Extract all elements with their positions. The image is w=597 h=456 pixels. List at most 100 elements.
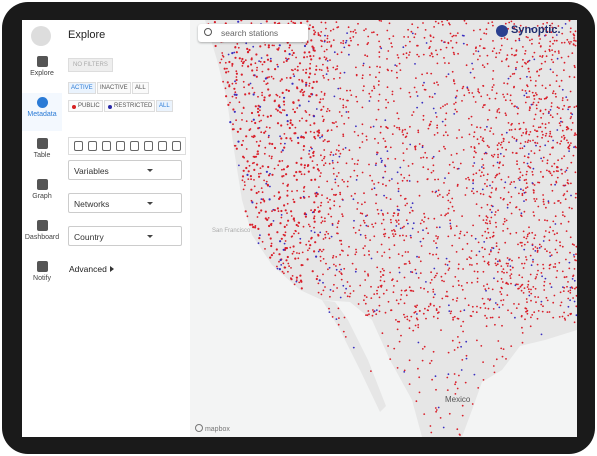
- station-dot: [468, 117, 470, 120]
- logo: Synoptic.: [511, 24, 561, 36]
- station-dot: [562, 290, 565, 292]
- station-dot: [303, 164, 306, 167]
- station-dot: [298, 104, 301, 107]
- station-dot: [521, 262, 523, 265]
- station-dot: [544, 87, 547, 89]
- variable-icon[interactable]: [116, 141, 125, 151]
- station-dot: [300, 287, 303, 290]
- station-dot: [407, 165, 410, 167]
- station-dot: [428, 124, 431, 127]
- station-dot: [531, 91, 534, 94]
- access-chip[interactable]: ALL: [156, 100, 173, 112]
- station-dot: [532, 125, 535, 127]
- station-dot: [447, 212, 449, 215]
- station-dot: [376, 208, 379, 211]
- station-dot: [352, 198, 355, 201]
- station-dot: [394, 233, 397, 236]
- station-dot: [397, 187, 400, 190]
- variable-icon[interactable]: [74, 141, 83, 151]
- search-box[interactable]: search stations: [198, 24, 308, 42]
- station-dot: [565, 258, 567, 261]
- station-dot: [262, 114, 265, 117]
- variable-icon[interactable]: [172, 141, 181, 151]
- station-dot: [571, 287, 574, 289]
- sidebar-item[interactable]: Notify: [22, 257, 62, 295]
- station-dot: [408, 359, 411, 362]
- no-filters[interactable]: NO FILTERS: [68, 58, 113, 72]
- station-dot: [534, 234, 537, 237]
- station-dot: [450, 310, 453, 313]
- station-dot: [533, 198, 536, 200]
- station-dot: [482, 164, 485, 166]
- station-dot: [430, 359, 433, 362]
- station-dot: [384, 165, 387, 168]
- sidebar-item[interactable]: Table: [22, 134, 62, 172]
- station-dot: [487, 261, 490, 264]
- station-dot: [488, 109, 491, 111]
- station-dot: [261, 91, 263, 94]
- sidebar-item[interactable]: Graph: [22, 175, 62, 213]
- station-dot: [361, 203, 363, 206]
- station-dot: [273, 195, 276, 197]
- station-dot: [531, 38, 533, 41]
- station-dot: [471, 92, 474, 94]
- station-dot: [530, 316, 532, 319]
- station-dot: [357, 303, 360, 305]
- sidebar-item[interactable]: Explore: [22, 52, 62, 90]
- station-dot: [311, 270, 314, 273]
- station-dot: [494, 323, 496, 326]
- variable-icon[interactable]: [158, 141, 167, 151]
- station-dot: [235, 97, 238, 99]
- station-dot: [393, 229, 395, 231]
- variable-icon[interactable]: [102, 141, 111, 151]
- station-dot: [494, 211, 497, 213]
- access-chip[interactable]: RESTRICTED: [104, 100, 156, 112]
- variable-icon[interactable]: [88, 141, 97, 151]
- variable-icon[interactable]: [130, 141, 139, 151]
- station-dot: [514, 316, 516, 319]
- station-dot: [338, 144, 340, 147]
- station-dot: [519, 285, 522, 288]
- status-chip[interactable]: INACTIVE: [97, 82, 131, 94]
- dropdown[interactable]: Variables: [68, 160, 182, 180]
- station-dot: [285, 88, 288, 92]
- dropdown[interactable]: Networks: [68, 193, 182, 213]
- station-dot: [224, 87, 227, 90]
- station-dot: [333, 95, 336, 98]
- station-dot: [333, 51, 336, 54]
- station-dot: [250, 63, 253, 66]
- station-dot: [453, 209, 455, 212]
- station-dot: [317, 291, 320, 294]
- station-dot: [287, 89, 290, 92]
- station-dot: [572, 154, 575, 157]
- station-dot: [326, 130, 329, 132]
- station-dot: [525, 178, 527, 181]
- advanced[interactable]: Advanced: [69, 264, 107, 274]
- sidebar-item[interactable]: Metadata: [22, 93, 64, 131]
- station-dot: [282, 182, 284, 185]
- station-dot: [491, 187, 493, 189]
- dropdown[interactable]: Country: [68, 226, 182, 246]
- station-dot: [265, 170, 268, 173]
- station-dot: [339, 191, 341, 194]
- station-dot: [339, 253, 341, 256]
- station-dot: [573, 268, 576, 270]
- station-dot: [379, 285, 382, 287]
- station-dot: [384, 119, 387, 122]
- access-chip[interactable]: PUBLIC: [68, 100, 103, 112]
- status-chip[interactable]: ALL: [132, 82, 149, 94]
- station-dot: [451, 244, 454, 247]
- station-dot: [434, 178, 436, 181]
- station-dot: [282, 109, 284, 111]
- station-dot: [553, 39, 556, 42]
- station-dot: [422, 237, 425, 240]
- station-dot: [285, 224, 288, 226]
- station-dot: [460, 345, 462, 348]
- status-chip[interactable]: ACTIVE: [68, 82, 96, 94]
- variable-icon[interactable]: [144, 141, 153, 151]
- sidebar-item[interactable]: Dashboard: [22, 216, 62, 254]
- station-dot: [244, 93, 247, 96]
- station-dot: [461, 100, 463, 102]
- variable-icons: [68, 137, 186, 155]
- menu-button[interactable]: [31, 26, 51, 46]
